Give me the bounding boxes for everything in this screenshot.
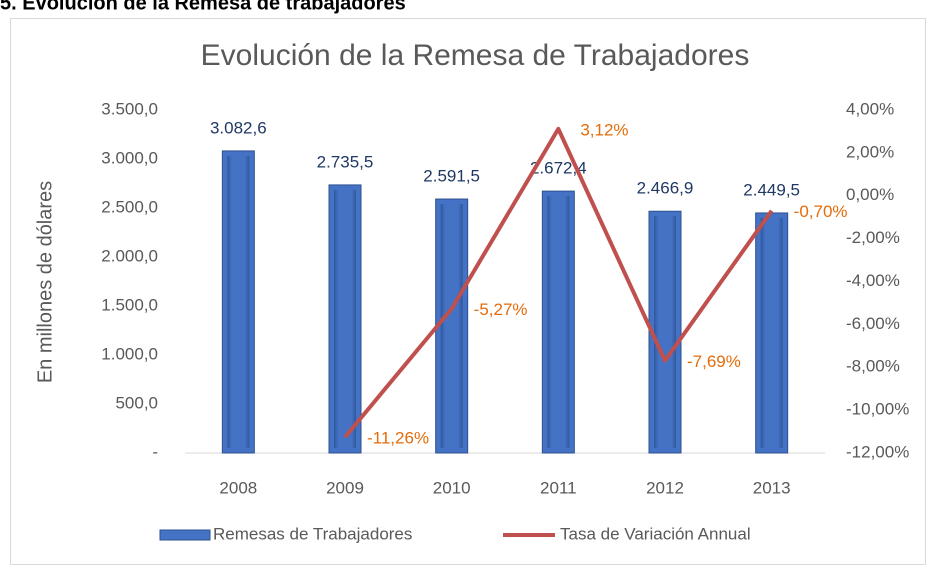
bar-bevel (227, 155, 250, 448)
x-tick-label: 2012 (646, 478, 684, 497)
y-tick-label: 2.500,0 (101, 197, 158, 216)
x-tick-label: 2010 (433, 478, 471, 497)
y2-tick-label: -2,00% (846, 228, 900, 247)
y-axis-label: En millones de dólares (34, 181, 56, 383)
y-tick-label: 2.000,0 (101, 246, 158, 265)
line-value-label: -5,27% (474, 300, 528, 319)
line-value-label: -11,26% (367, 429, 429, 448)
bar-value-label: 2.591,5 (423, 167, 480, 186)
y-tick-label: 3.000,0 (101, 148, 158, 167)
bar-value-label: 3.082,6 (210, 118, 267, 137)
y-tick-label: 1.500,0 (101, 295, 158, 314)
line-value-label: 3,12% (580, 120, 628, 139)
y2-tick-label: -4,00% (846, 271, 900, 290)
page-heading: 5. Evolución de la Remesa de trabajadore… (0, 0, 406, 14)
y2-tick-label: -8,00% (846, 357, 900, 376)
x-tick-label: 2008 (219, 478, 257, 497)
bar-bevel (760, 217, 783, 448)
y-tick-label: 3.500,0 (101, 99, 158, 118)
y2-tick-label: 2,00% (846, 142, 894, 161)
y2-tick-label: 4,00% (846, 99, 894, 118)
y2-tick-label: 0,00% (846, 185, 894, 204)
bar-bevel (440, 204, 463, 448)
y2-tick-label: -12,00% (846, 442, 909, 461)
bar-bevel (334, 189, 356, 448)
y2-tick-label: -10,00% (846, 400, 909, 419)
bar-bevel (547, 196, 570, 448)
bar-bevel (654, 216, 676, 448)
y-tick-label: 500,0 (115, 393, 158, 412)
x-tick-label: 2009 (326, 478, 364, 497)
legend-label: Remesas de Trabajadores (213, 524, 412, 543)
bar-value-label: 2.449,5 (743, 180, 800, 199)
legend-swatch (159, 529, 211, 541)
line (343, 126, 774, 439)
line-value-label: -7,69% (687, 352, 741, 371)
bar-value-label: 2.466,9 (637, 179, 694, 198)
line-value-label: -0,70% (794, 202, 848, 221)
bar-value-label: 2.735,5 (317, 152, 374, 171)
y-tick-label: 1.000,0 (101, 344, 158, 363)
y2-tick-label: -6,00% (846, 314, 900, 333)
legend-label: Tasa de Variación Annual (560, 524, 751, 543)
x-tick-label: 2013 (753, 478, 791, 497)
x-tick-label: 2011 (540, 478, 577, 497)
chart-title: Evolución de la Remesa de Trabajadores (201, 39, 750, 72)
y-tick-label: - (152, 442, 158, 461)
